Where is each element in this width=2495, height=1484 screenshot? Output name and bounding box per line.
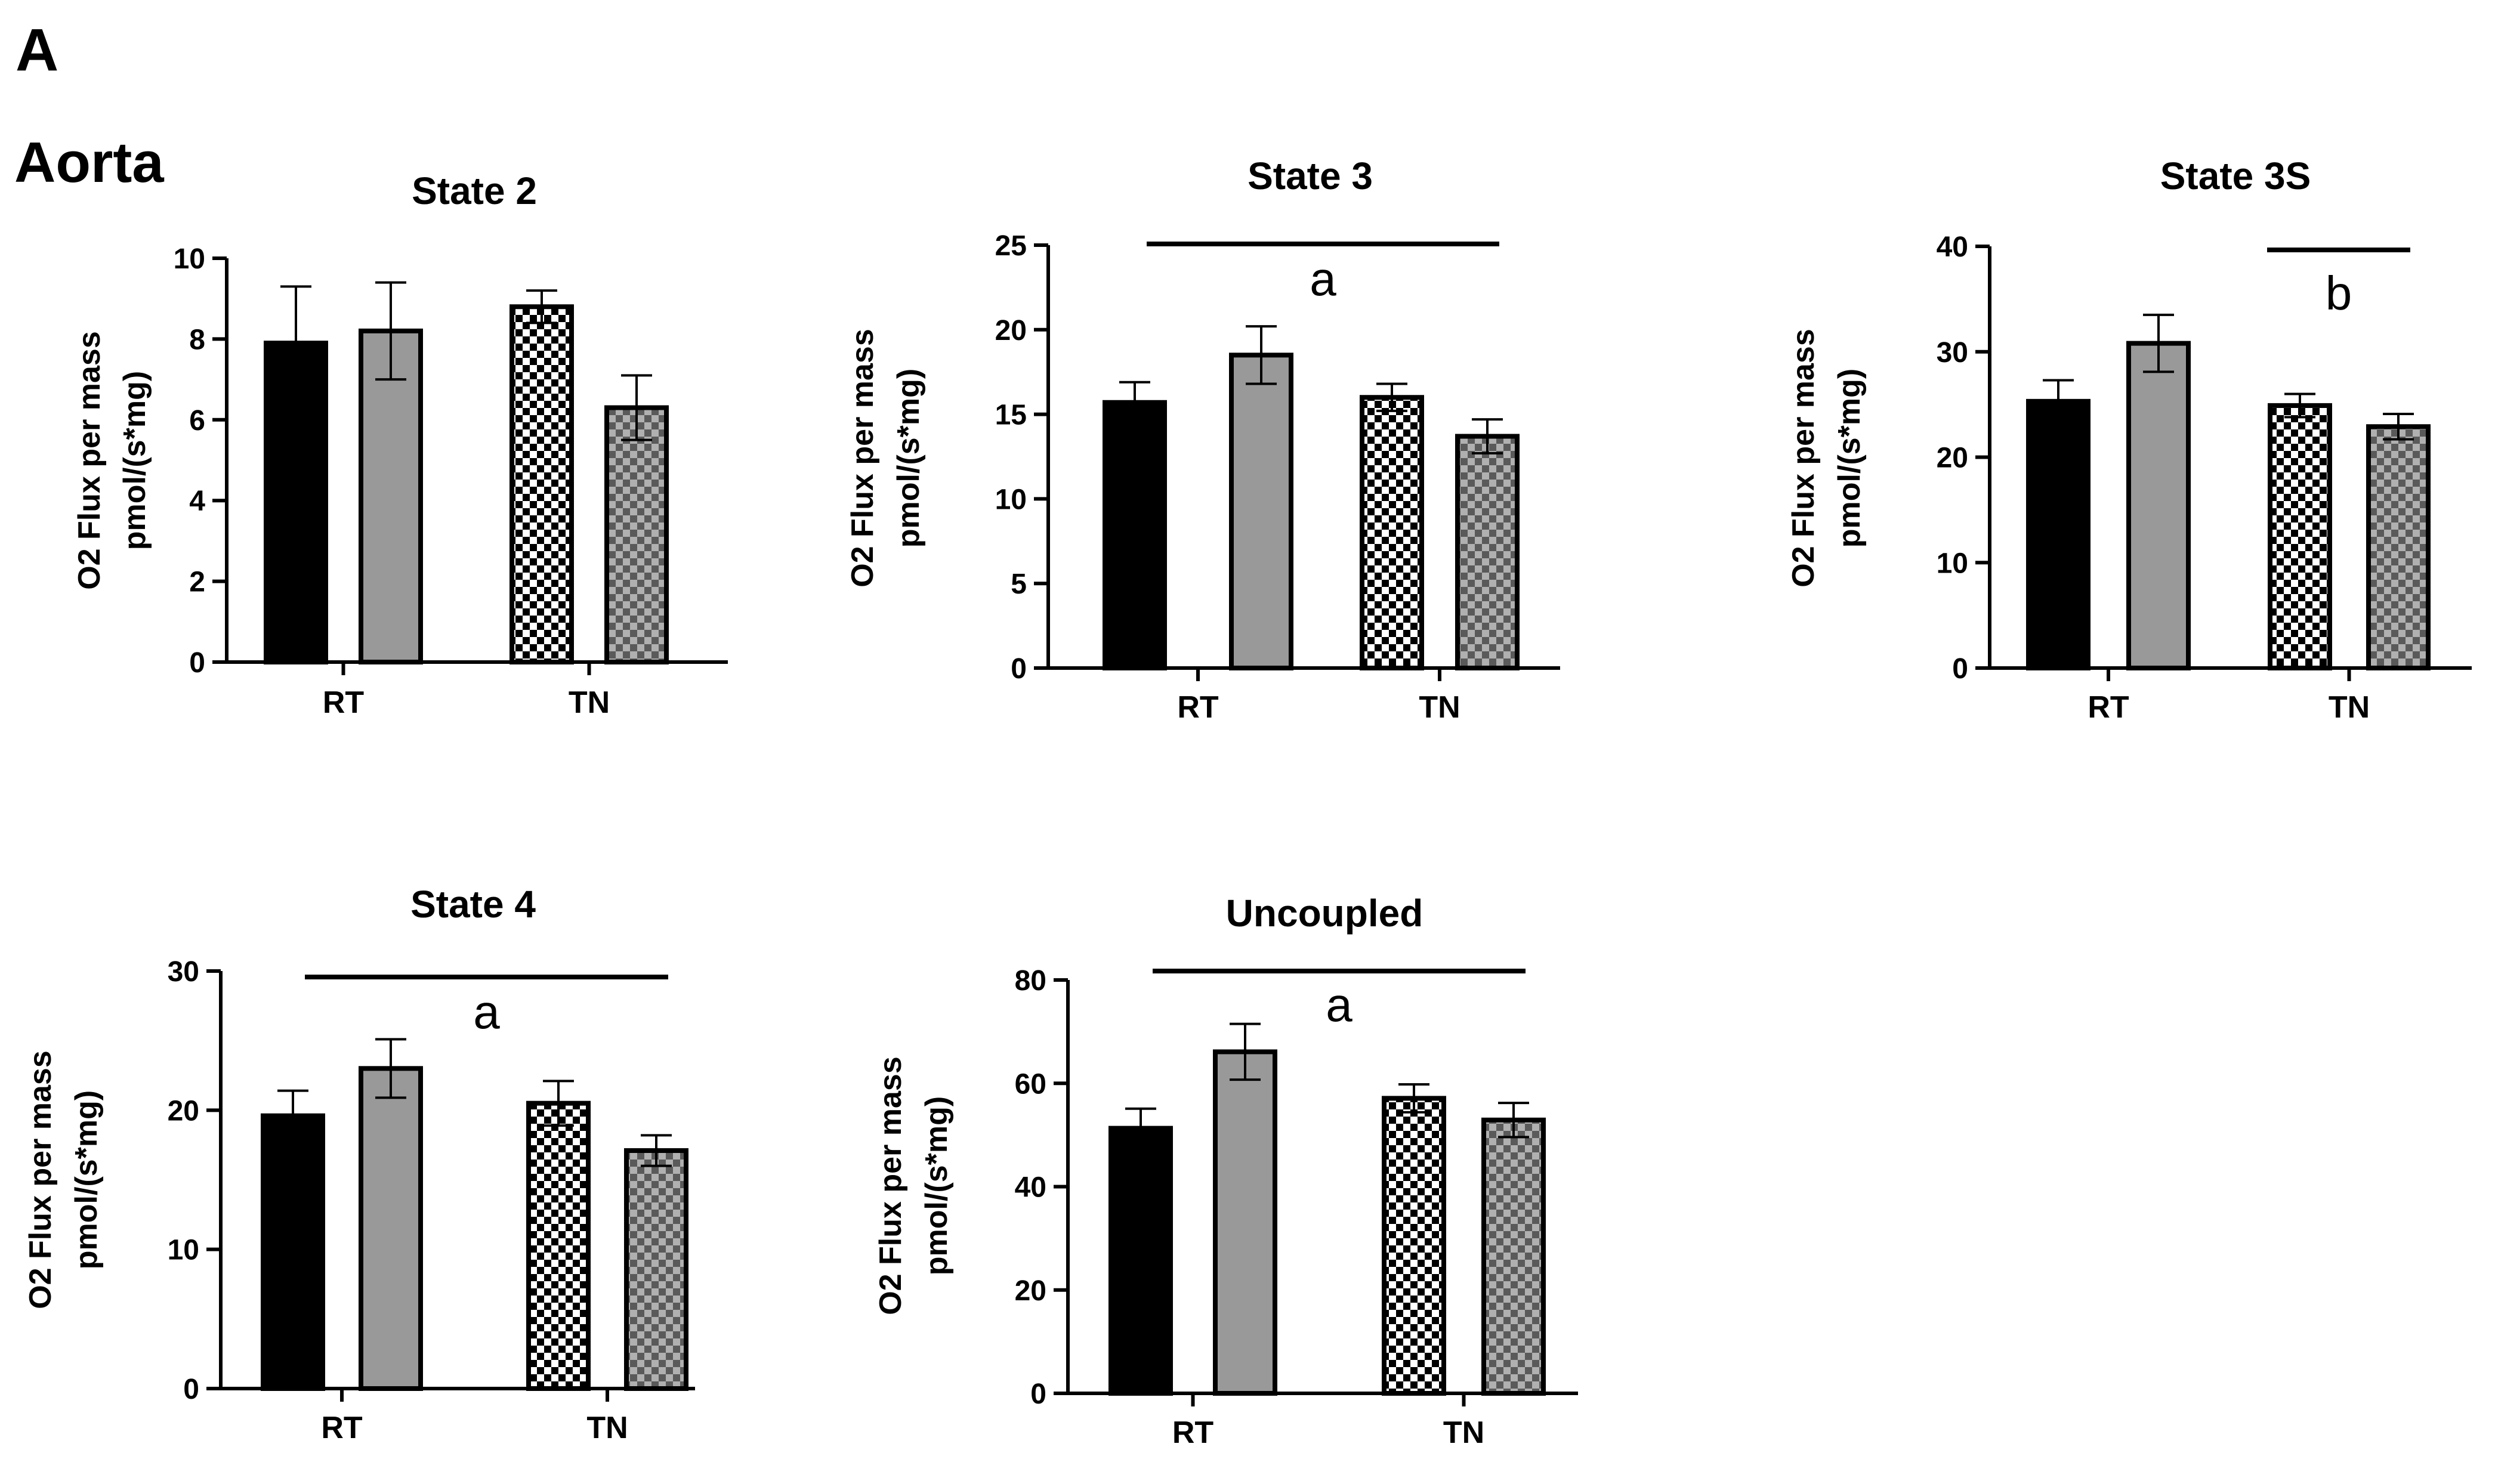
bar-rt-1 — [1103, 400, 1167, 670]
y-axis-label: O2 Flux per mass — [72, 331, 107, 590]
bar-rt-1 — [1108, 1126, 1173, 1396]
x-category-label: RT — [323, 685, 365, 720]
significance-label: a — [1326, 978, 1353, 1031]
y-tick-label: 10 — [995, 484, 1027, 515]
y-tick-label: 0 — [189, 647, 205, 679]
chart-state-2: State 2 O2 Flux per mass pmol/(s*mg) 0 2 4 6 8 1… — [72, 169, 728, 720]
y-tick-label: 30 — [1937, 337, 1968, 369]
charts-group: State 2 O2 Flux per mass pmol/(s*mg) 0 2 4 6 8 1… — [23, 154, 2472, 1450]
y-axis-unit-label: pmol/(s*mg) — [69, 1090, 104, 1269]
bar-tn-2 — [2366, 424, 2431, 670]
bar-tn-1 — [2268, 403, 2332, 671]
y-tick-label: 2 — [189, 567, 205, 598]
chart-uncoupled: Uncoupled O2 Flux per mass pmol/(s*mg) 0 20 4… — [873, 892, 1578, 1450]
bar-rt-2 — [359, 328, 423, 664]
y-axis-unit-label: pmol/(s*mg) — [891, 369, 926, 548]
significance-label: a — [1310, 252, 1336, 305]
y-tick-label: 10 — [1937, 548, 1968, 579]
tissue-label: Aorta — [14, 131, 164, 194]
bar-rt-1 — [261, 1113, 325, 1391]
bar-tn-1 — [1360, 395, 1424, 670]
chart-state-4: State 4 O2 Flux per mass pmol/(s*mg) 0 10 20 3… — [23, 883, 695, 1445]
bar-tn-2 — [624, 1148, 688, 1391]
chart-title: State 3S — [2160, 154, 2311, 197]
chart-title: State 3 — [1248, 154, 1373, 197]
y-axis-label: O2 Flux per mass — [873, 1056, 908, 1315]
y-tick-label: 6 — [189, 405, 205, 437]
panel-letter: A — [16, 17, 58, 84]
y-tick-label: 20 — [1937, 443, 1968, 474]
y-tick-label: 0 — [1030, 1378, 1046, 1410]
significance-label: b — [2326, 267, 2352, 320]
y-tick-label: 15 — [995, 400, 1027, 431]
y-axis-unit-label: pmol/(s*mg) — [919, 1096, 954, 1275]
y-tick-label: 25 — [995, 230, 1027, 262]
y-tick-label: 0 — [1011, 653, 1027, 685]
bar-tn-1 — [526, 1100, 591, 1391]
y-tick-label: 80 — [1015, 965, 1046, 997]
y-axis-unit-label: pmol/(s*mg) — [1832, 369, 1867, 548]
chart-title: State 4 — [410, 883, 536, 926]
chart-title: State 2 — [412, 169, 537, 212]
x-category-label: RT — [321, 1411, 363, 1445]
bar-tn-2 — [1455, 434, 1520, 671]
x-category-label: TN — [1443, 1415, 1484, 1450]
y-axis-label: O2 Flux per mass — [23, 1050, 58, 1309]
bar-rt-1 — [2026, 398, 2091, 670]
y-tick-label: 5 — [1011, 568, 1027, 600]
y-axis-label: O2 Flux per mass — [1786, 329, 1821, 588]
y-tick-label: 10 — [174, 243, 205, 275]
bar-rt-2 — [1229, 353, 1293, 670]
y-axis-unit-label: pmol/(s*mg) — [118, 371, 152, 550]
y-tick-label: 10 — [168, 1235, 199, 1266]
x-category-label: TN — [586, 1411, 628, 1445]
y-tick-label: 40 — [1015, 1172, 1046, 1204]
x-category-label: TN — [569, 685, 610, 720]
y-tick-label: 4 — [189, 486, 205, 517]
chart-state-3: State 3 O2 Flux per mass pmol/(s*mg) 0 5 10 15… — [845, 154, 1560, 725]
bar-tn-1 — [510, 304, 574, 664]
x-category-label: TN — [2329, 690, 2370, 725]
bar-rt-2 — [1213, 1049, 1277, 1396]
x-category-label: RT — [1172, 1415, 1214, 1450]
bar-rt-2 — [359, 1066, 423, 1392]
y-tick-label: 0 — [183, 1374, 199, 1405]
chart-state-3s: State 3S O2 Flux per mass pmol/(s*mg) 0 10 20… — [1786, 154, 2472, 725]
y-tick-label: 8 — [189, 324, 205, 355]
y-tick-label: 20 — [168, 1095, 199, 1127]
y-tick-label: 30 — [168, 956, 199, 988]
y-tick-label: 20 — [995, 315, 1027, 347]
y-tick-label: 20 — [1015, 1275, 1046, 1307]
bar-tn-2 — [604, 405, 669, 664]
y-tick-label: 40 — [1937, 231, 1968, 263]
x-category-label: RT — [2088, 690, 2129, 725]
significance-label: a — [473, 985, 500, 1038]
y-tick-label: 0 — [1952, 653, 1968, 685]
y-tick-label: 60 — [1015, 1068, 1046, 1100]
y-axis-label: O2 Flux per mass — [845, 329, 880, 588]
x-category-label: RT — [1177, 690, 1219, 725]
x-category-label: TN — [1419, 690, 1460, 725]
bar-rt-2 — [2126, 341, 2191, 670]
bar-tn-1 — [1382, 1096, 1446, 1396]
chart-title: Uncoupled — [1226, 892, 1423, 935]
bar-tn-2 — [1481, 1117, 1546, 1396]
